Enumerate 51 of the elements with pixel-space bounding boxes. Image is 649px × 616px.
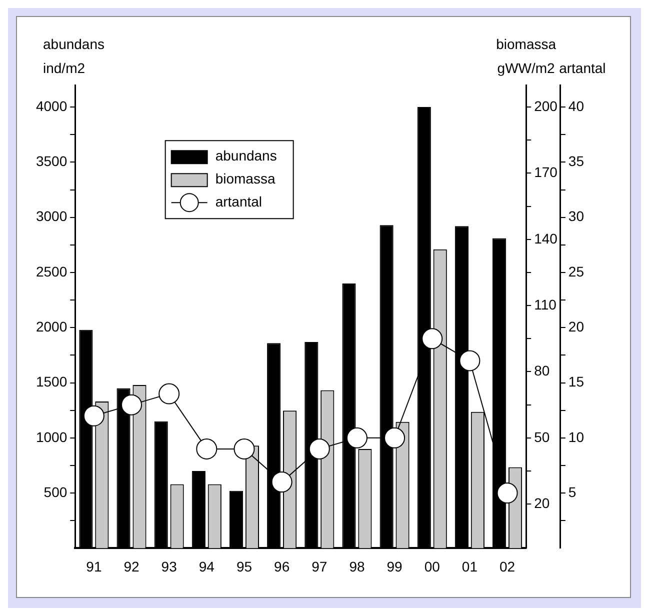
x-tick-label: 98: [349, 558, 365, 574]
x-tick-label: 97: [312, 558, 328, 574]
x-tick-label: 93: [161, 558, 178, 574]
point: [308, 438, 330, 460]
point: [496, 482, 518, 504]
y2-tick-label: 20: [534, 494, 550, 511]
y2-axis-title: biomassa gWW/m2: [496, 36, 556, 76]
y3-tick-label: 15: [568, 374, 584, 390]
point: [346, 427, 368, 448]
y-tick-label: 2500: [36, 263, 68, 280]
y3-tick-label: 10: [568, 428, 584, 445]
y-tick-label: 4000: [36, 98, 68, 114]
legend-label: artantal: [215, 193, 262, 210]
y-tick-label: 2000: [36, 318, 68, 334]
y-axis-title: abundans ind/m2: [43, 36, 105, 76]
x-tick-label: 94: [198, 558, 215, 574]
x-tick-label: 92: [124, 558, 140, 574]
y2-tick-label: 80: [534, 362, 550, 379]
point: [121, 394, 142, 416]
y3-tick-label: 30: [568, 208, 584, 224]
y-tick-label: 1500: [36, 374, 68, 390]
y2-tick-label: 200: [534, 98, 558, 114]
legend-label: biomassa: [215, 170, 276, 186]
point: [384, 427, 406, 448]
y2-tick-label: 50: [534, 428, 550, 445]
y3-tick-label: 25: [568, 263, 584, 280]
y3-axis-title: artantal: [559, 60, 606, 76]
point: [234, 438, 255, 460]
x-tick-label: 99: [386, 558, 403, 574]
y3-tick-label: 20: [568, 318, 584, 334]
y3-tick-label: 5: [568, 484, 576, 500]
x-tick-label: 96: [274, 558, 290, 574]
y2-tick-label: 110: [534, 296, 557, 312]
y-tick-label: 3500: [36, 153, 68, 170]
point: [422, 328, 443, 350]
legend-label: abundans: [215, 147, 277, 164]
y3-tick-label: 40: [568, 98, 584, 114]
x-tick-label: 00: [424, 558, 440, 574]
y-tick-label: 1000: [36, 428, 68, 445]
x-tick-label: 95: [236, 558, 252, 574]
point: [271, 472, 292, 493]
x-tick-label: 02: [499, 558, 516, 574]
point: [459, 350, 480, 372]
x-tick-label: 91: [86, 558, 102, 574]
y2-tick-label: 170: [534, 164, 558, 180]
point: [83, 405, 104, 426]
x-tick-label: 01: [462, 558, 478, 574]
y-tick-label: 3000: [36, 208, 68, 224]
y-tick-label: 500: [44, 484, 68, 500]
y2-tick-label: 140: [534, 230, 558, 246]
y3-tick-label: 35: [568, 153, 584, 170]
